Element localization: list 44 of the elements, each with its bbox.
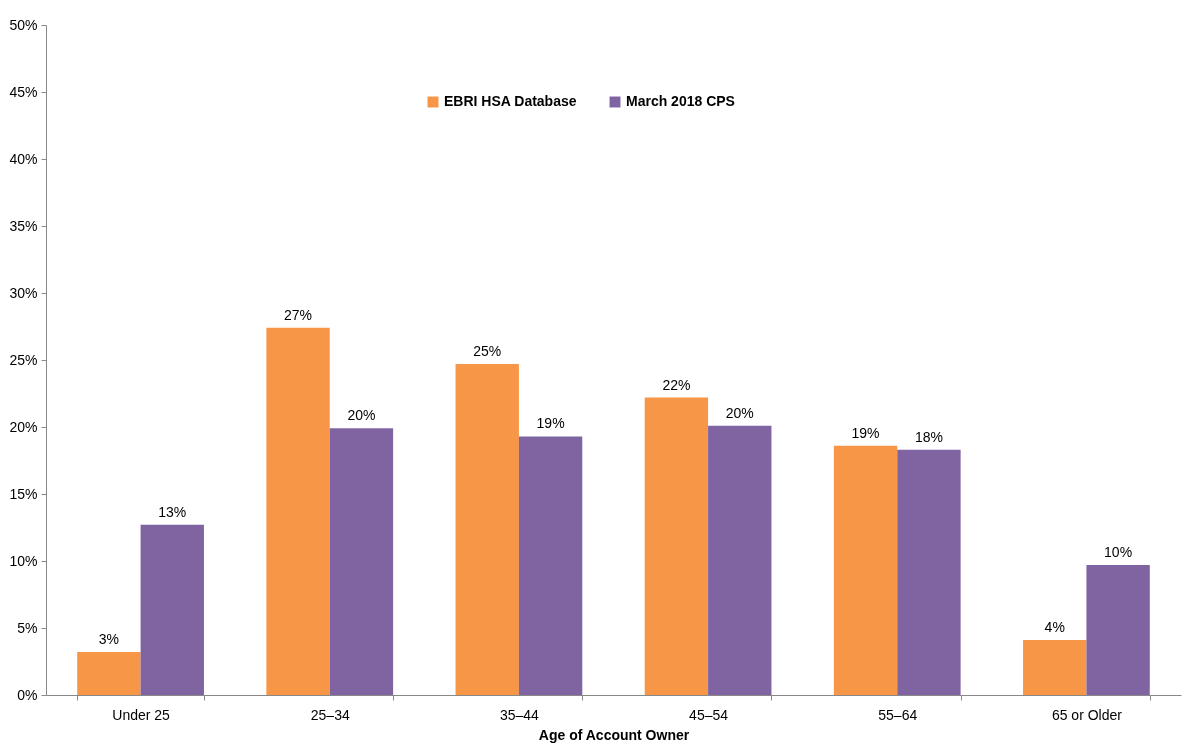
y-tick-label: 25%: [9, 351, 38, 368]
data-label: 10%: [1104, 544, 1133, 561]
y-tick-label: 15%: [9, 485, 38, 502]
bar: [140, 524, 204, 695]
data-label: 19%: [536, 415, 565, 432]
x-tick-label: 55–64: [878, 706, 918, 723]
y-tick-label: 0%: [17, 686, 38, 703]
bar: [329, 428, 394, 695]
bar: [1023, 640, 1087, 695]
y-tick-label: 50%: [9, 16, 38, 33]
y-tick-label: 10%: [9, 552, 38, 569]
y-tick-label: 30%: [9, 284, 38, 301]
bar: [644, 397, 709, 695]
bar: [833, 445, 898, 695]
bar: [518, 436, 583, 695]
data-label: 4%: [1044, 619, 1065, 636]
y-tick-label: 5%: [17, 619, 38, 636]
data-label: 19%: [851, 424, 880, 441]
data-label: 20%: [347, 407, 376, 424]
x-tick-label: 25–34: [310, 706, 350, 723]
x-tick-label: 35–44: [499, 706, 540, 723]
bar: [1086, 565, 1150, 695]
x-tick-label: 45–54: [689, 706, 729, 723]
bar: [77, 652, 141, 695]
data-label: 20%: [725, 404, 754, 421]
x-tick-label: Under 25: [112, 706, 171, 723]
data-label: 27%: [284, 306, 313, 323]
data-label: 18%: [914, 428, 943, 445]
x-tick-label: 65 or Older: [1051, 706, 1123, 723]
data-label: 3%: [98, 631, 120, 648]
bar: [266, 327, 330, 695]
bar: [455, 364, 519, 695]
y-tick-label: 45%: [9, 83, 38, 100]
y-tick-label: 35%: [9, 217, 38, 234]
bar: [897, 449, 961, 695]
legend-label: March 2018 CPS: [626, 93, 735, 109]
data-label: 25%: [473, 343, 502, 360]
legend-label: EBRI HSA Database: [444, 93, 577, 109]
data-label: 13%: [158, 503, 187, 520]
data-label: 22%: [662, 376, 691, 393]
x-axis-title: Age of Account Owner: [538, 726, 690, 743]
y-tick-label: 40%: [9, 150, 38, 167]
y-tick-label: 20%: [9, 418, 38, 435]
bar: [708, 425, 772, 695]
